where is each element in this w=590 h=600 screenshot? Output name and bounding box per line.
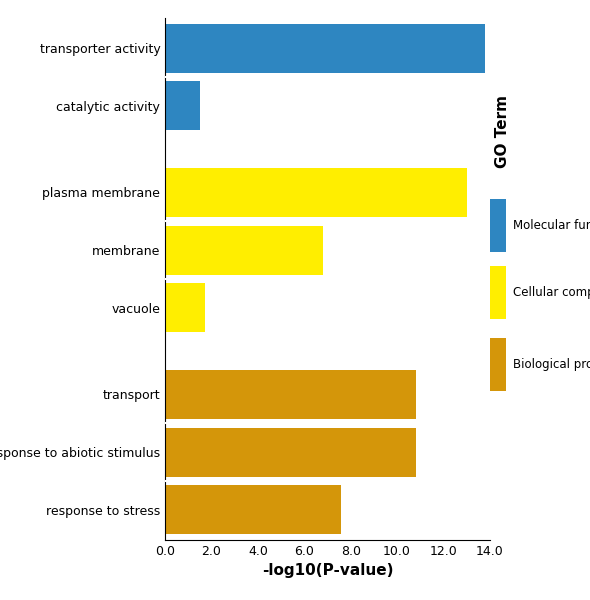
FancyBboxPatch shape xyxy=(490,199,506,252)
Bar xyxy=(165,168,467,217)
Bar xyxy=(165,283,205,332)
Bar xyxy=(165,24,485,73)
Text: Biological process: Biological process xyxy=(513,358,590,371)
Text: Cellular component: Cellular component xyxy=(513,286,590,299)
Bar xyxy=(165,82,200,130)
X-axis label: -log10(P-value): -log10(P-value) xyxy=(262,563,393,578)
Bar xyxy=(165,485,342,534)
FancyBboxPatch shape xyxy=(490,338,506,391)
Bar xyxy=(165,428,415,476)
Bar xyxy=(165,226,323,275)
Text: Molecular function: Molecular function xyxy=(513,219,590,232)
FancyBboxPatch shape xyxy=(490,266,506,319)
Bar xyxy=(165,370,415,419)
Text: GO Term: GO Term xyxy=(496,95,510,168)
